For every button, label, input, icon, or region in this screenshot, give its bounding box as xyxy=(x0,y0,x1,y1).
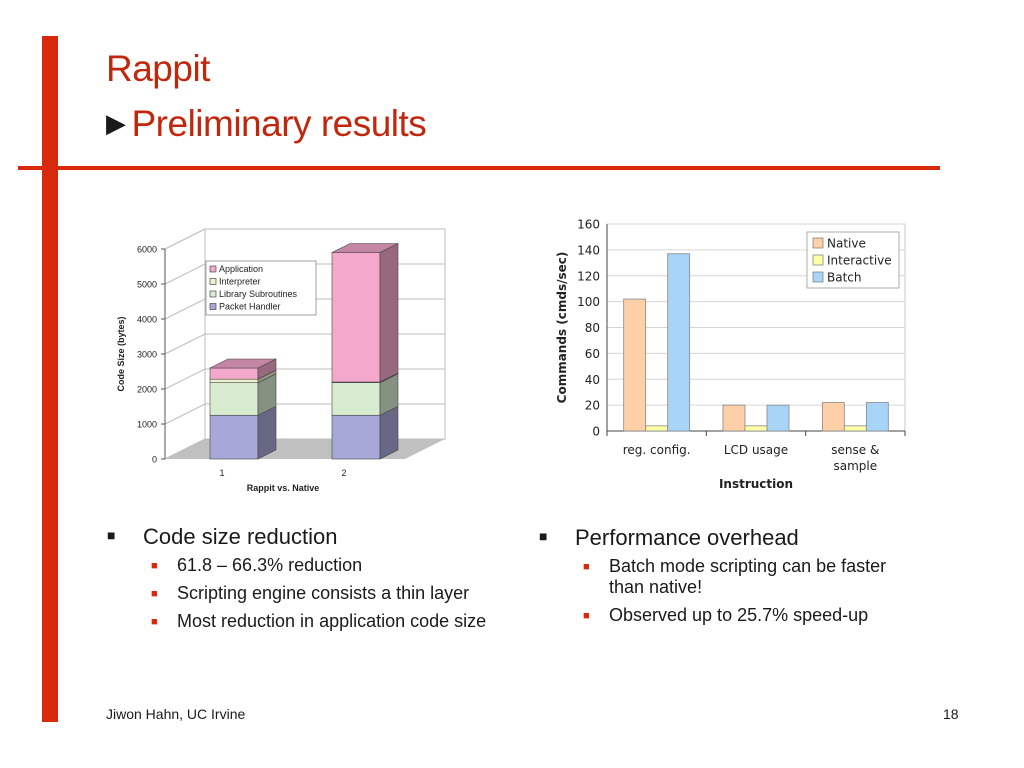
x-tick-label: 2 xyxy=(341,468,346,478)
legend-swatch xyxy=(812,237,824,249)
square-bullet-icon: ■ xyxy=(583,610,590,622)
legend-swatch xyxy=(812,271,824,283)
plot-floor xyxy=(165,439,445,459)
bar xyxy=(865,402,889,432)
x-tick-label: sample xyxy=(834,459,878,473)
slide-subtitle: Preliminary results xyxy=(131,103,427,144)
y-tick-label: 6000 xyxy=(137,245,157,255)
sub-bullet-text: Most reduction in application code size xyxy=(177,611,487,631)
legend-swatch xyxy=(209,303,217,310)
y-tick-label: 60 xyxy=(585,347,600,361)
legend-label: Batch xyxy=(827,271,862,285)
x-axis-label: Instruction xyxy=(719,477,793,491)
y-tick-label: 2000 xyxy=(137,385,157,395)
y-tick-label: 100 xyxy=(577,295,600,309)
accent-vertical-bar xyxy=(42,36,58,722)
bar xyxy=(843,425,867,432)
left-bullet-block: ■ Code size reduction ■ 61.8 – 66.3% redu… xyxy=(107,523,502,639)
bar xyxy=(766,404,790,432)
bullet-heading: Performance overhead xyxy=(575,525,799,550)
bullet-performance: ■ Performance overhead xyxy=(539,524,919,552)
y-tick-label: 80 xyxy=(585,321,600,335)
y-tick-label: 0 xyxy=(152,455,157,465)
triangle-right-icon: ▶ xyxy=(106,108,126,138)
bar-segment-top xyxy=(331,243,399,253)
y-tick-label: 140 xyxy=(577,243,600,257)
y-tick-label: 0 xyxy=(592,425,600,439)
y-tick-label: 1000 xyxy=(137,420,157,430)
sub-bullet-text: Scripting engine consists a thin layer xyxy=(177,583,470,603)
bar-segment-front xyxy=(331,252,381,383)
sub-bullet-text: Observed up to 25.7% speed-up xyxy=(609,605,869,625)
chart-legend: Application Interpreter Library Subroutine… xyxy=(205,260,317,316)
performance-chart: 0 20 40 60 80 100 120 140 160 reg. config. LCD usa… xyxy=(555,218,906,491)
bar-segment-front xyxy=(209,367,259,380)
y-tick-label: 3000 xyxy=(137,350,157,360)
slide-title: Rappit xyxy=(106,48,210,89)
sub-bullet: ■ Observed up to 25.7% speed-up xyxy=(583,605,919,626)
x-tick-label: sense & xyxy=(831,443,879,457)
legend-label: Interactive xyxy=(827,254,892,268)
bar xyxy=(722,404,746,432)
legend-label: Packet Handler xyxy=(219,302,281,312)
legend-box xyxy=(205,260,317,316)
legend-swatch xyxy=(812,254,824,266)
chart-legend: Native Interactive Batch xyxy=(806,231,900,289)
square-bullet-icon: ■ xyxy=(151,588,158,600)
square-bullet-icon: ■ xyxy=(583,561,590,573)
square-bullet-icon: ■ xyxy=(539,528,548,544)
bar xyxy=(667,253,691,432)
bar-segment-front xyxy=(209,382,259,416)
code-size-chart: 0 1000 2000 3000 4000 5000 6000 1 2 Rappit vs. Na… xyxy=(116,228,446,493)
legend-label: Application xyxy=(219,264,263,274)
y-tick-label: 40 xyxy=(585,373,600,387)
x-tick-label: 1 xyxy=(219,468,224,478)
bar xyxy=(744,425,768,432)
x-tick-label: reg. config. xyxy=(623,443,691,457)
bar xyxy=(645,425,669,432)
square-bullet-icon: ■ xyxy=(107,527,116,543)
sub-bullet: ■ 61.8 – 66.3% reduction xyxy=(151,555,502,576)
sub-bullet-text: 61.8 – 66.3% reduction xyxy=(177,555,363,575)
sub-bullet: ■ Batch mode scripting can be faster than… xyxy=(583,556,919,598)
bullet-code-size: ■ Code size reduction xyxy=(107,523,502,551)
bar-segment-side xyxy=(379,243,399,383)
bar xyxy=(821,402,845,432)
bullet-heading: Code size reduction xyxy=(143,524,338,549)
y-tick-label: 4000 xyxy=(137,315,157,325)
right-bullet-block: ■ Performance overhead ■ Batch mode scrip… xyxy=(539,524,919,633)
x-tick-label: LCD usage xyxy=(724,443,788,457)
sub-bullet-text: Batch mode scripting can be faster than … xyxy=(609,556,887,597)
sub-bullet-list: ■ 61.8 – 66.3% reduction ■ Scripting engin… xyxy=(107,555,502,632)
bar-segment-front xyxy=(209,414,259,460)
footer-author: Jiwon Hahn, UC Irvine xyxy=(106,706,246,722)
bar-segment-front xyxy=(331,382,381,416)
sub-bullet-list: ■ Batch mode scripting can be faster than… xyxy=(539,556,919,626)
sub-bullet: ■ Scripting engine consists a thin layer xyxy=(151,583,502,604)
y-axis-label: Commands (cmds/sec) xyxy=(555,252,569,404)
y-axis-label: Code Size (bytes) xyxy=(116,316,126,391)
page-number: 18 xyxy=(943,706,959,722)
bar xyxy=(623,298,647,432)
title-divider xyxy=(18,166,940,170)
legend-label: Interpreter xyxy=(219,277,261,287)
sub-bullet: ■ Most reduction in application code size xyxy=(151,611,502,632)
legend-label: Native xyxy=(827,237,866,251)
legend-swatch xyxy=(209,278,217,285)
square-bullet-icon: ■ xyxy=(151,616,158,628)
square-bullet-icon: ■ xyxy=(151,560,158,572)
y-tick-label: 5000 xyxy=(137,280,157,290)
y-tick-label: 20 xyxy=(585,399,600,413)
y-tick-label: 160 xyxy=(577,218,600,232)
legend-swatch xyxy=(209,290,217,298)
gridline xyxy=(164,228,445,250)
bar-segment-top xyxy=(209,358,277,369)
x-axis-label: Rappit vs. Native xyxy=(247,483,320,493)
bar-segment-front xyxy=(209,378,259,383)
y-tick-label: 120 xyxy=(577,269,600,283)
legend-label: Library Subroutines xyxy=(219,289,298,299)
slide-subtitle-row: ▶ Preliminary results xyxy=(106,103,427,145)
legend-swatch xyxy=(209,265,217,273)
bar-segment-front xyxy=(331,414,381,460)
